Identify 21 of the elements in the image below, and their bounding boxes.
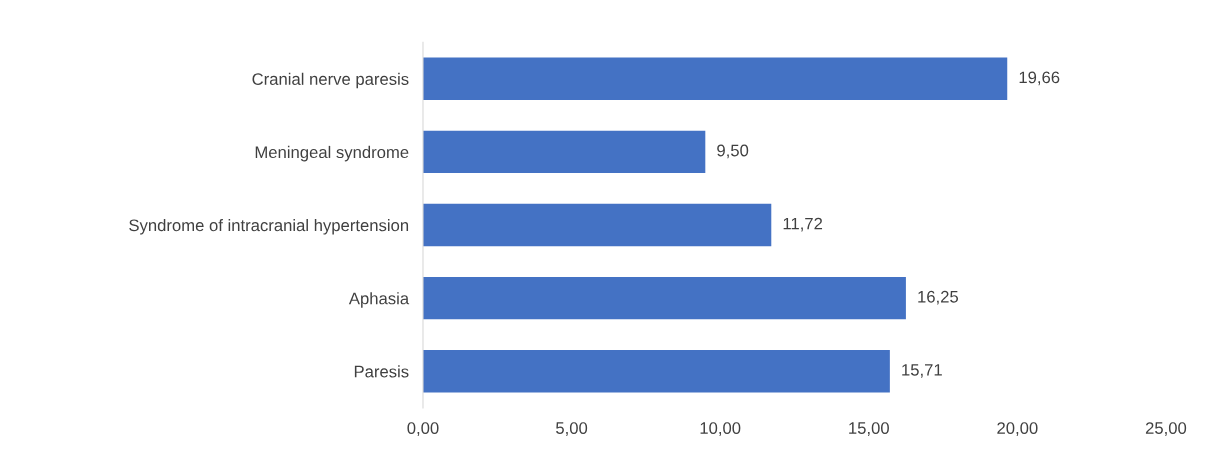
bar (422, 276, 906, 320)
y-tick-label: Cranial nerve paresis (252, 72, 409, 89)
y-tick-label: Aphasia (348, 292, 410, 308)
x-tick-label: 25,00 (1145, 422, 1187, 436)
x-tick-label: 15,00 (849, 422, 889, 436)
x-tick-label: 20,00 (997, 422, 1038, 436)
data-label: 11,72 (783, 217, 823, 232)
y-tick-label: Syndrome of intracranial hypertension (129, 219, 409, 235)
x-tick-label: 5,00 (556, 422, 588, 436)
bar (422, 350, 890, 393)
data-label: 16,25 (918, 290, 959, 305)
bar (422, 57, 1008, 100)
bar (422, 203, 772, 247)
data-label: 19,66 (1019, 71, 1060, 86)
bar (422, 130, 706, 174)
data-label: 15,71 (902, 364, 942, 378)
data-label: 9,50 (717, 144, 749, 159)
y-tick-label: Meningeal syndrome (255, 145, 409, 162)
x-tick-label: 0,00 (407, 422, 439, 436)
y-tick-label: Paresis (354, 365, 409, 378)
x-tick-label: 10,00 (700, 422, 741, 436)
